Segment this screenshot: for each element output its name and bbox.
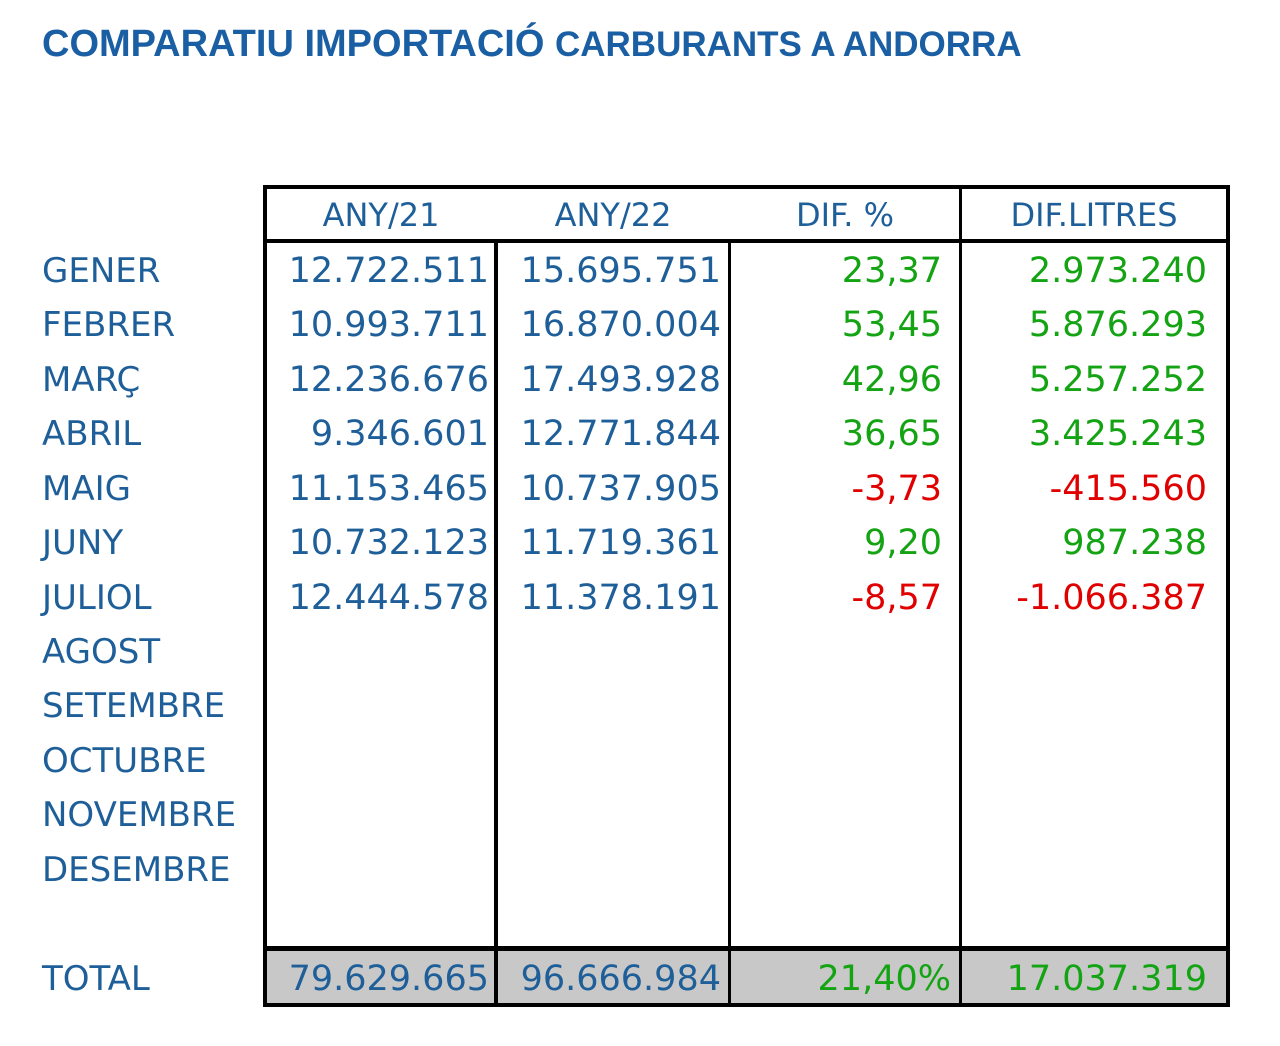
month-label: FEBRER <box>42 305 176 345</box>
column-header-dif-pct: DIF. % <box>795 196 895 234</box>
month-label: JULIOL <box>42 578 152 618</box>
month-label: GENER <box>42 251 161 291</box>
total-label: TOTAL <box>42 959 150 999</box>
cell-any21: 10.732.123 <box>288 523 489 563</box>
total-any21: 79.629.665 <box>288 959 489 999</box>
cell-dif-pct: 42,96 <box>841 360 942 400</box>
month-label: ABRIL <box>42 414 142 454</box>
column-header-dif-litres: DIF.LITRES <box>1010 196 1178 234</box>
month-label: MARÇ <box>42 360 141 400</box>
title-part-2: CARBURANTS A ANDORRA <box>554 25 1022 64</box>
cell-any22: 10.737.905 <box>520 469 721 509</box>
cell-any22: 15.695.751 <box>520 251 721 291</box>
total-row-background <box>264 950 1229 1006</box>
table-border-left <box>263 185 267 1007</box>
total-dif-pct: 21,40% <box>817 959 951 999</box>
cell-any22: 11.378.191 <box>520 578 721 618</box>
cell-any21: 11.153.465 <box>288 469 489 509</box>
cell-dif-litres: -1.066.387 <box>1016 578 1207 618</box>
header-divider <box>263 239 1230 243</box>
cell-dif-litres: 2.973.240 <box>1028 251 1207 291</box>
month-label: MAIG <box>42 469 131 509</box>
cell-dif-pct: 53,45 <box>841 305 942 345</box>
cell-any22: 17.493.928 <box>520 360 721 400</box>
table-border-top <box>263 185 1230 189</box>
column-header-any22: ANY/22 <box>554 196 672 234</box>
page-title: COMPARATIU IMPORTACIÓ CARBURANTS A ANDOR… <box>42 22 1022 67</box>
cell-any21: 12.236.676 <box>288 360 489 400</box>
title-part-1: COMPARATIU IMPORTACIÓ <box>42 23 545 65</box>
cell-any21: 10.993.711 <box>288 305 489 345</box>
cell-any21: 12.444.578 <box>288 578 489 618</box>
cell-any21: 9.346.601 <box>310 414 489 454</box>
cell-dif-litres: 987.238 <box>1062 523 1207 563</box>
cell-dif-pct: -8,57 <box>851 578 942 618</box>
cell-any22: 11.719.361 <box>520 523 721 563</box>
cell-dif-pct: 36,65 <box>841 414 942 454</box>
cell-dif-litres: 3.425.243 <box>1028 414 1207 454</box>
cell-dif-litres: 5.257.252 <box>1028 360 1207 400</box>
table-border-right <box>1226 185 1230 1007</box>
column-divider <box>494 241 498 1005</box>
table-border-bottom <box>263 1003 1230 1007</box>
cell-dif-pct: 23,37 <box>841 251 942 291</box>
column-divider <box>728 241 731 1005</box>
total-divider <box>263 946 1230 951</box>
cell-any22: 12.771.844 <box>520 414 721 454</box>
column-header-any21: ANY/21 <box>322 196 440 234</box>
cell-dif-litres: -415.560 <box>1049 469 1207 509</box>
cell-dif-pct: 9,20 <box>864 523 942 563</box>
month-label: OCTUBRE <box>42 741 207 781</box>
total-any22: 96.666.984 <box>520 959 721 999</box>
month-label: SETEMBRE <box>42 686 226 726</box>
cell-any22: 16.870.004 <box>520 305 721 345</box>
total-dif-litres: 17.037.319 <box>1006 959 1207 999</box>
month-label: AGOST <box>42 632 161 672</box>
column-divider <box>959 185 962 1005</box>
month-label: JUNY <box>42 523 124 563</box>
month-label: NOVEMBRE <box>42 795 237 835</box>
cell-any21: 12.722.511 <box>288 251 489 291</box>
cell-dif-pct: -3,73 <box>851 469 942 509</box>
cell-dif-litres: 5.876.293 <box>1028 305 1207 345</box>
month-label: DESEMBRE <box>42 850 231 890</box>
